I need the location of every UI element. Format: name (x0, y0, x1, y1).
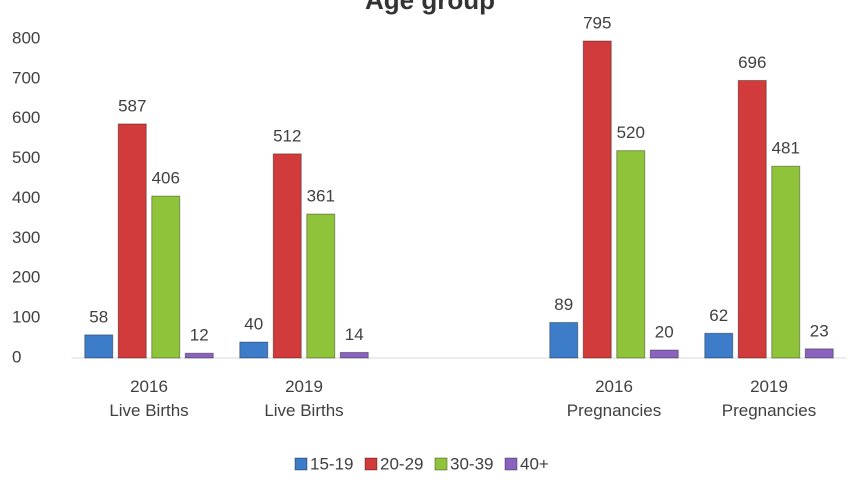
data-label: 512 (273, 126, 301, 145)
bar (649, 349, 679, 359)
x-tick-label: 2016 Live Births (109, 377, 188, 420)
y-tick-label: 0 (12, 347, 21, 366)
legend-label: 15-19 (310, 454, 353, 473)
data-label: 361 (307, 187, 335, 206)
data-label: 795 (583, 13, 611, 32)
x-tick-label: 2016 Pregnancies (567, 377, 662, 420)
data-label: 12 (190, 326, 209, 345)
bar (616, 150, 646, 359)
data-label: 20 (655, 323, 674, 342)
bar (339, 351, 369, 359)
bar (704, 332, 734, 359)
legend-label: 40+ (520, 454, 549, 473)
data-label: 62 (709, 306, 728, 325)
y-tick-label: 800 (12, 28, 40, 47)
x-tick-label: 2019 Pregnancies (722, 377, 817, 420)
legend-swatch (294, 457, 308, 471)
data-label: 23 (810, 321, 829, 340)
data-label: 481 (772, 139, 800, 158)
bar (306, 213, 336, 359)
data-label: 520 (617, 123, 645, 142)
legend-swatch (504, 457, 518, 471)
data-label: 40 (244, 315, 263, 334)
data-label: 14 (345, 325, 364, 344)
chart-title: Age group (365, 0, 495, 15)
y-tick-label: 600 (12, 108, 40, 127)
y-tick-label: 100 (12, 308, 40, 327)
legend-swatch (364, 457, 378, 471)
y-tick-label: 300 (12, 228, 40, 247)
bar (737, 79, 767, 359)
bar (549, 322, 579, 359)
bar (239, 341, 269, 359)
bar (84, 334, 114, 359)
bar (151, 195, 181, 359)
data-label: 89 (554, 295, 573, 314)
y-tick-label: 400 (12, 188, 40, 207)
bar (117, 123, 147, 359)
data-label: 696 (738, 53, 766, 72)
data-label: 58 (89, 307, 108, 326)
bar (582, 40, 612, 359)
bar (804, 348, 834, 359)
x-tick-label: 2019 Live Births (264, 377, 343, 420)
legend-label: 30-39 (450, 454, 493, 473)
legend-swatch (434, 457, 448, 471)
data-label: 587 (118, 96, 146, 115)
bar (272, 153, 302, 359)
data-label: 406 (152, 169, 180, 188)
legend-label: 20-29 (380, 454, 423, 473)
y-tick-label: 200 (12, 268, 40, 287)
y-tick-label: 700 (12, 68, 40, 87)
y-tick-label: 500 (12, 148, 40, 167)
bar (771, 165, 801, 359)
bar (184, 352, 214, 359)
